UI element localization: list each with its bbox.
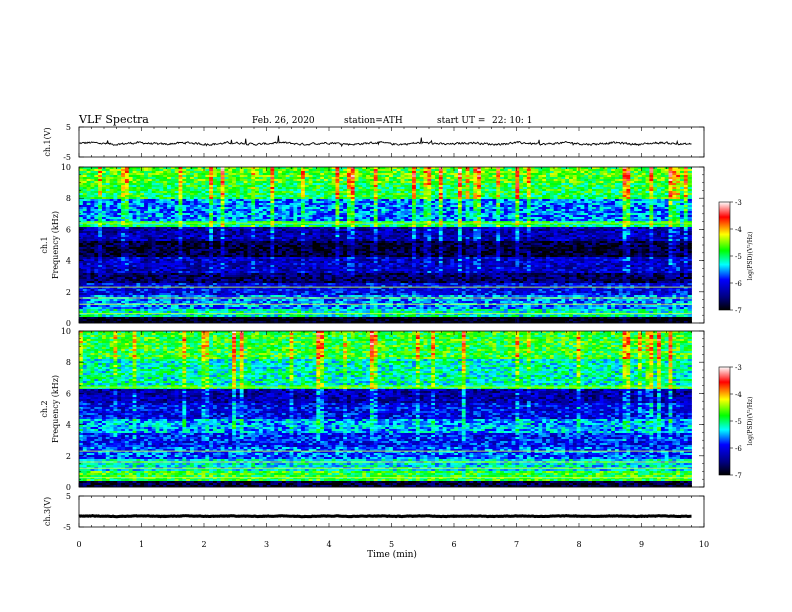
ch1-waveform-frame <box>79 127 704 157</box>
ch1-spectrogram-colorbar-scale <box>719 202 730 310</box>
ch1-waveform-ytick-1: -5 <box>63 153 71 162</box>
ch1-spectrogram-colorbar-label: log(PSD)(V²/Hz) <box>747 232 754 281</box>
ch1-spectrogram-colorbar-tick-3: -6 <box>735 280 742 288</box>
ch1-spectrogram-ytick-1: 2 <box>66 288 71 297</box>
time-axis: 0 1 2 3 4 5 6 7 8 9 10 <box>76 540 709 549</box>
ch1-spectrogram-cells <box>79 167 692 323</box>
ch3-waveform-frame <box>79 496 704 527</box>
ch2-spectrogram-ytick-5: 10 <box>61 327 71 336</box>
x-tick-4: 4 <box>326 540 331 549</box>
ch2-spectrogram-colorbar-tick-0: -3 <box>735 364 742 372</box>
ch1-spectrogram-colorbar-tick-4: -7 <box>735 307 742 315</box>
ch1-spectrogram-colorbar-tick-2: -5 <box>735 253 742 261</box>
ch1-waveform-panel: 5 -5 ch.1(V) <box>43 123 704 162</box>
ch1-spectrogram-ytick-3: 6 <box>66 225 71 234</box>
ch1-spectrogram-ytick-4: 8 <box>66 194 71 203</box>
station-label: station=ATH <box>344 116 403 126</box>
ch1-spectrogram-channel-label: ch.1 <box>40 236 49 253</box>
ch2-spectrogram-ytick-1: 2 <box>66 452 71 461</box>
ch2-spectrogram-colorbar-tick-2: -5 <box>735 418 742 426</box>
x-tick-8: 8 <box>576 540 581 549</box>
ch2-spectrogram-colorbar-tick-4: -7 <box>735 472 742 480</box>
x-axis-label: Time (min) <box>367 549 417 560</box>
date-label: Feb. 26, 2020 <box>252 116 315 126</box>
ch2-spectrogram-ytick-4: 8 <box>66 358 71 367</box>
start-ut-label: start UT = <box>437 116 485 126</box>
ch3-waveform-ytick-1: -5 <box>63 523 71 532</box>
start-ut-value: 22: 10: 1 <box>492 116 532 126</box>
ch1-spectrogram-ytick-5: 10 <box>61 163 71 172</box>
ch2-spectrogram-colorbar-tick-1: -4 <box>735 391 742 399</box>
ch2-spectrogram-panel: 0 2 4 6 8 10 ch.2 Frequency (kHz) <box>40 327 704 492</box>
x-tick-5: 5 <box>389 540 394 549</box>
ch3-waveform-ylabel: ch.3(V) <box>43 497 52 526</box>
x-tick-9: 9 <box>639 540 644 549</box>
ch3-waveform-trace <box>79 516 692 517</box>
x-tick-10: 10 <box>699 540 709 549</box>
ch2-spectrogram-ytick-0: 0 <box>66 483 71 492</box>
ch2-spectrogram-colorbar-tick-3: -6 <box>735 445 742 453</box>
x-tick-0: 0 <box>76 540 81 549</box>
ch2-spectrogram-ytick-3: 6 <box>66 389 71 398</box>
ch1-spectrogram-colorbar-tick-0: -3 <box>735 199 742 207</box>
ch2-spectrogram-ylabel: Frequency (kHz) <box>51 375 60 443</box>
x-tick-3: 3 <box>264 540 269 549</box>
x-tick-6: 6 <box>451 540 456 549</box>
ch2-spectrogram-ytick-2: 4 <box>66 421 71 430</box>
ch2-spectrogram-colorbar-label: log(PSD)(V²/Hz) <box>747 397 754 446</box>
ch3-waveform-panel: 5 -5 ch.3(V) <box>43 492 704 532</box>
ch2-spectrogram-cells <box>79 331 692 487</box>
ch1-waveform-ylabel: ch.1(V) <box>43 127 52 156</box>
ch1-spectrogram-ylabel: Frequency (kHz) <box>51 211 60 279</box>
ch1-waveform-trace <box>79 136 692 146</box>
ch1-spectrogram-ytick-2: 4 <box>66 257 71 266</box>
x-tick-7: 7 <box>514 540 519 549</box>
ch2-spectrogram-channel-label: ch.2 <box>40 400 49 417</box>
ch1-spectrogram-colorbar-tick-1: -4 <box>735 226 742 234</box>
ch2-colorbar: -3 -4 -5 -6 -7 log(PSD)(V²/Hz) <box>719 364 754 480</box>
ch1-waveform-ytick-0: 5 <box>66 123 71 132</box>
ch3-waveform-ytick-0: 5 <box>66 492 71 501</box>
x-tick-2: 2 <box>201 540 206 549</box>
ch2-spectrogram-colorbar-scale <box>719 367 730 475</box>
ch1-colorbar: -3 -4 -5 -6 -7 log(PSD)(V²/Hz) <box>719 199 754 315</box>
x-tick-1: 1 <box>139 540 144 549</box>
figure-title: VLF Spectra <box>78 113 149 126</box>
